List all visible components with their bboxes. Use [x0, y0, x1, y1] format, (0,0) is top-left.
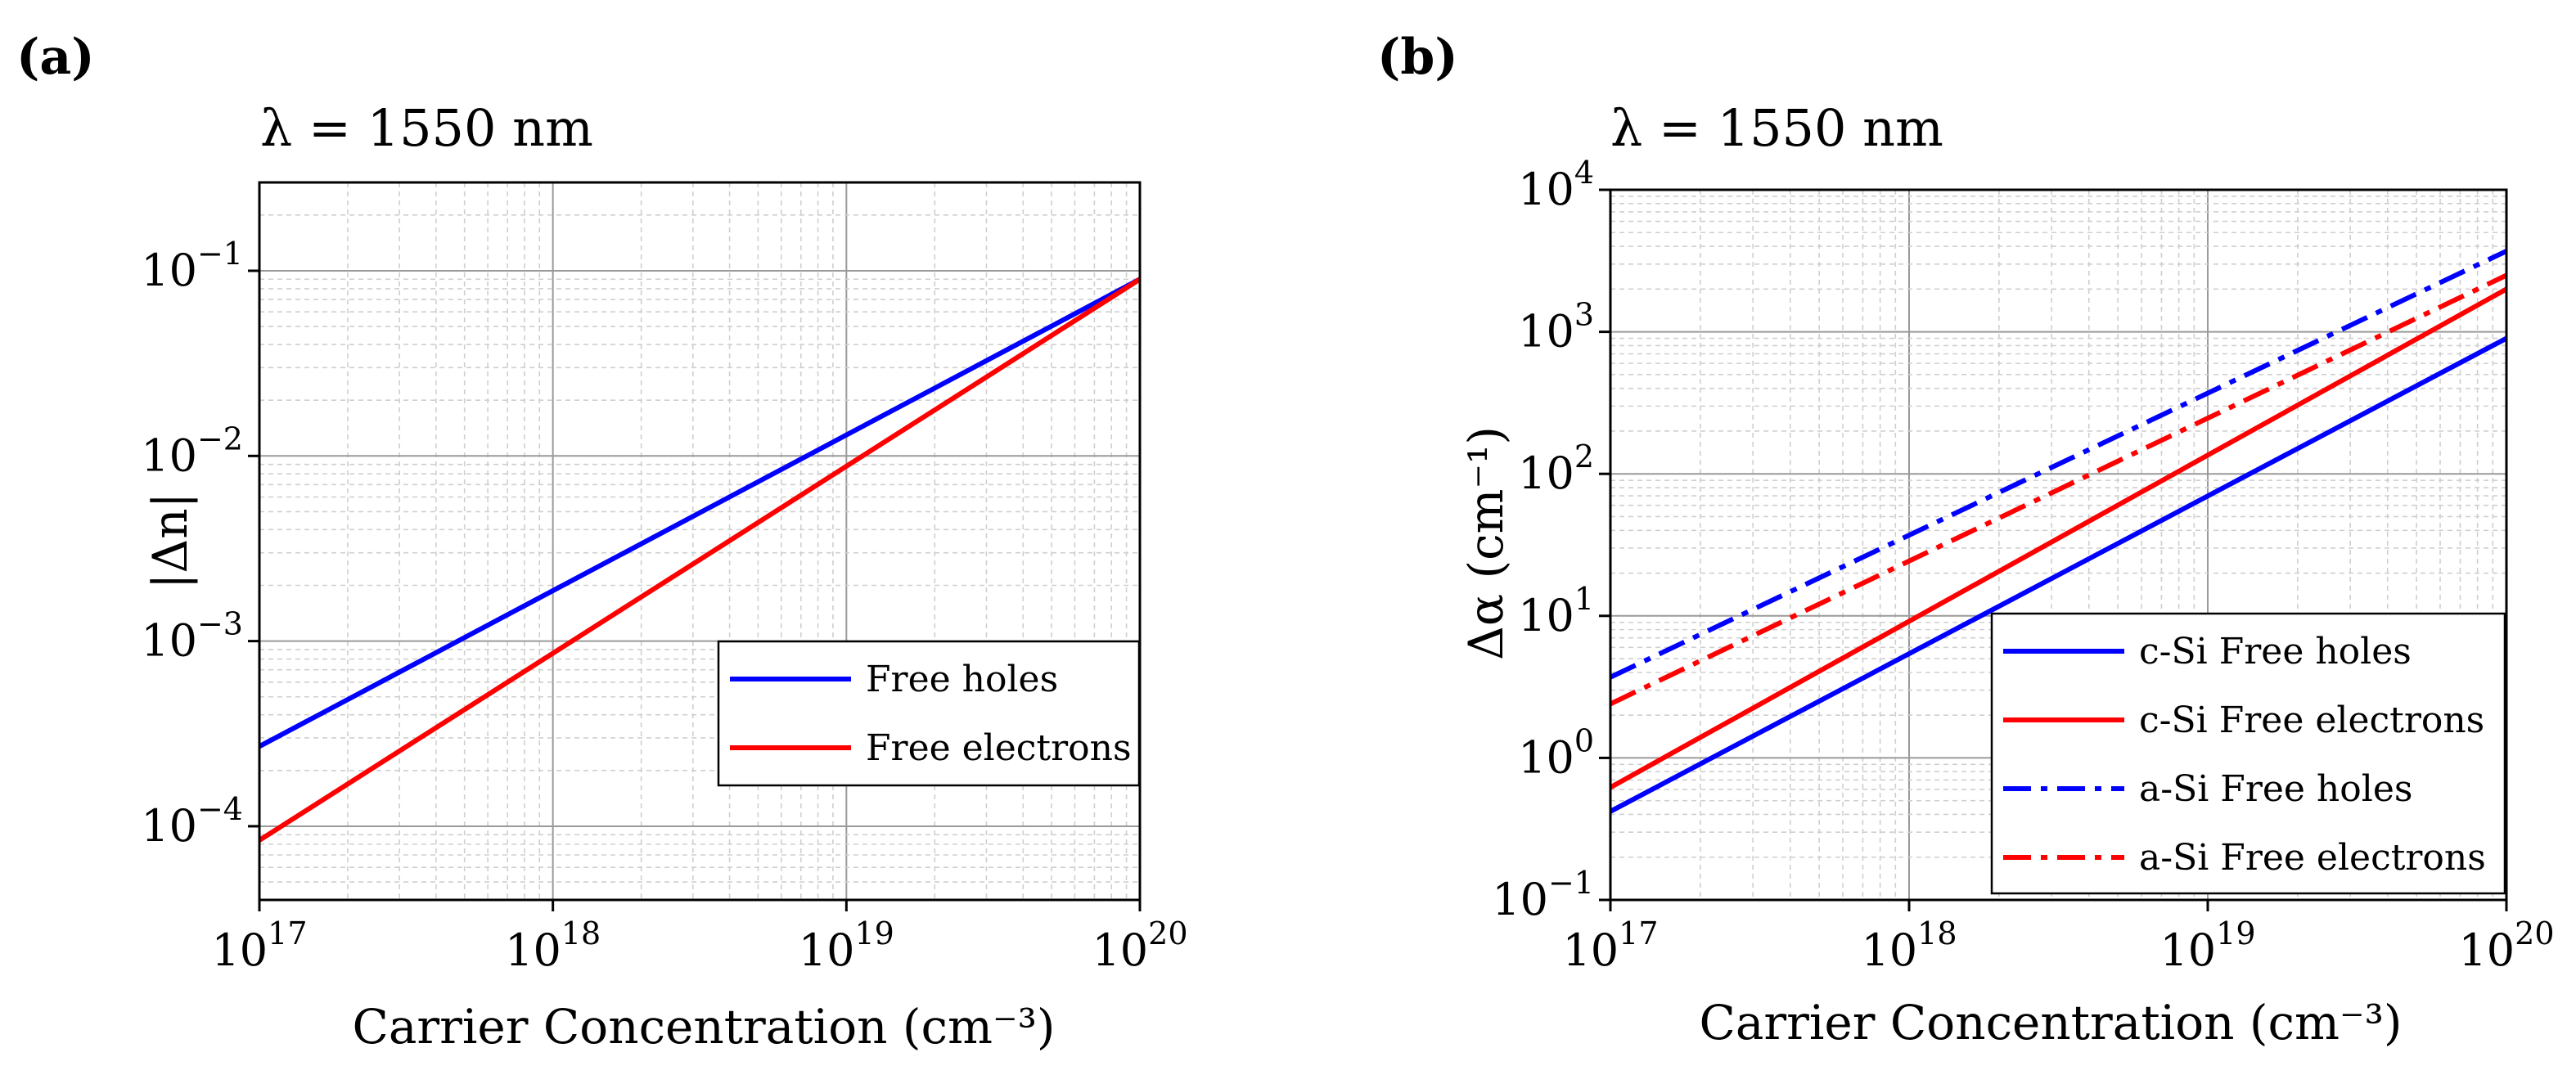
grid-a — [259, 182, 1140, 901]
y-tick-exponent: −2 — [197, 421, 243, 457]
x-tick-exponent: 18 — [1917, 915, 1957, 951]
y-tick-exponent: −4 — [197, 791, 243, 827]
series-line — [1609, 286, 2508, 790]
panel-label-b: (b) — [1377, 29, 1458, 86]
y-tick-label: 103 — [1518, 297, 1594, 358]
y-tick-mantissa: 10 — [1518, 164, 1574, 215]
y-tick-mantissa: 10 — [141, 430, 197, 481]
x-axis-label-b: Carrier Concentration (cm⁻³) — [1699, 995, 2402, 1050]
x-tick-label: 1018 — [1861, 915, 1957, 976]
x-tick-exponent: 20 — [1148, 915, 1187, 951]
y-axis-label-b: Δα (cm⁻¹) — [1458, 426, 1514, 660]
y-tick-exponent: 1 — [1574, 581, 1594, 617]
x-tick-label: 1018 — [505, 915, 601, 976]
y-tick-mantissa: 10 — [1518, 590, 1574, 641]
y-tick-label: 10−3 — [141, 606, 243, 667]
x-tick-exponent: 19 — [2216, 915, 2255, 951]
panel-b: (b) λ = 1550 nm 1017 1018 1019 102010−11001… — [1377, 29, 2555, 1050]
x-tick-label: 1017 — [1562, 915, 1658, 976]
plot-frame-b — [1609, 188, 2508, 902]
legend-b: c-Si Free holes c-Si Free electrons a-Si F… — [1990, 612, 2506, 895]
legend-a: Free holes Free electrons — [717, 640, 1141, 787]
y-tick-label: 10−1 — [141, 236, 243, 296]
y-axis-label-a: |Δn| — [142, 493, 198, 589]
panel-a: (a) λ = 1550 nm 1017 1018 1019 102010−410−3… — [16, 29, 1188, 1055]
y-tick-mantissa: 10 — [1518, 306, 1574, 358]
y-tick-label: 101 — [1518, 581, 1594, 641]
legend-box — [1990, 612, 2506, 895]
x-tick-mantissa: 10 — [1092, 924, 1148, 976]
series-line — [1609, 249, 2508, 680]
x-tick-mantissa: 10 — [1562, 924, 1619, 976]
y-tick-label: 102 — [1518, 439, 1594, 499]
panel-label-a: (a) — [16, 29, 95, 86]
legend-label: a-Si Free electrons — [2139, 837, 2486, 879]
y-tick-mantissa: 10 — [141, 800, 197, 852]
series-line — [258, 277, 1142, 843]
legend-label: a-Si Free holes — [2139, 768, 2412, 810]
y-tick-exponent: −3 — [197, 606, 243, 642]
x-tick-mantissa: 10 — [211, 924, 268, 976]
legend-label: c-Si Free electrons — [2139, 699, 2484, 741]
x-tick-mantissa: 10 — [2159, 924, 2216, 976]
y-tick-exponent: 0 — [1574, 722, 1594, 758]
x-tick-label: 1020 — [2458, 915, 2554, 976]
y-tick-label: 104 — [1518, 155, 1594, 215]
x-tick-label: 1019 — [2159, 915, 2255, 976]
y-tick-mantissa: 10 — [141, 615, 197, 667]
legend-label: c-Si Free holes — [2139, 631, 2412, 672]
x-tick-exponent: 20 — [2515, 915, 2554, 951]
y-tick-mantissa: 10 — [1518, 731, 1574, 783]
series-b — [1609, 249, 2508, 814]
x-tick-mantissa: 10 — [1861, 924, 1917, 976]
y-tick-mantissa: 10 — [1518, 448, 1574, 499]
y-tick-mantissa: 10 — [141, 245, 197, 296]
series-a — [258, 277, 1142, 843]
y-tick-label: 10−1 — [1492, 865, 1594, 925]
x-tick-exponent: 19 — [855, 915, 894, 951]
y-tick-label: 10−4 — [141, 791, 243, 852]
y-tick-label: 10−2 — [141, 421, 243, 481]
x-axis-label-a: Carrier Concentration (cm⁻³) — [352, 999, 1055, 1055]
x-tick-mantissa: 10 — [505, 924, 561, 976]
y-tick-exponent: 2 — [1574, 439, 1594, 475]
y-tick-exponent: 4 — [1574, 155, 1594, 191]
series-line — [258, 277, 1142, 749]
y-tick-exponent: −1 — [197, 236, 243, 272]
chart-title-a: λ = 1550 nm — [260, 98, 593, 158]
x-tick-exponent: 18 — [561, 915, 601, 951]
x-tick-mantissa: 10 — [799, 924, 855, 976]
x-tick-exponent: 17 — [268, 915, 307, 951]
y-tick-exponent: −1 — [1548, 865, 1594, 901]
chart-title-b: λ = 1550 nm — [1610, 98, 1943, 158]
x-tick-label: 1017 — [211, 915, 307, 976]
legend-label: Free electrons — [866, 727, 1132, 769]
x-tick-label: 1020 — [1092, 915, 1187, 976]
series-line — [1609, 335, 2508, 814]
y-tick-mantissa: 10 — [1492, 874, 1548, 925]
x-tick-label: 1019 — [799, 915, 894, 976]
legend-box — [717, 640, 1141, 787]
legend-label: Free holes — [866, 659, 1058, 700]
series-line — [1609, 272, 2508, 707]
y-tick-label: 100 — [1518, 722, 1594, 783]
y-tick-exponent: 3 — [1574, 297, 1594, 333]
plot-frame-a — [258, 181, 1142, 902]
x-tick-exponent: 17 — [1619, 915, 1658, 951]
x-tick-mantissa: 10 — [2458, 924, 2515, 976]
